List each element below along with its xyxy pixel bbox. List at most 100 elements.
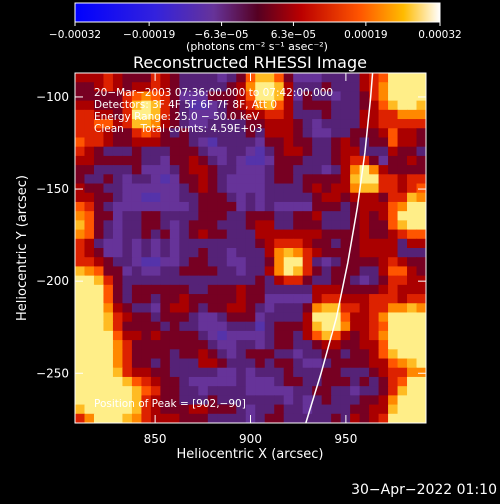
heatmap-cell — [169, 165, 180, 175]
heatmap-cell — [103, 413, 114, 423]
heatmap-cell — [93, 238, 105, 249]
heatmap-cell — [274, 395, 285, 406]
heatmap-cell — [122, 155, 133, 166]
heatmap-cell — [103, 367, 114, 378]
heatmap-cell — [75, 266, 86, 277]
heatmap-cell — [75, 201, 86, 212]
heatmap-cell — [188, 192, 199, 203]
heatmap-cell — [84, 109, 95, 120]
heatmap-cell — [359, 128, 370, 139]
heatmap-cell — [188, 146, 199, 157]
heatmap-cell — [359, 220, 370, 231]
heatmap-cell — [293, 404, 304, 415]
heatmap-cell — [226, 275, 237, 286]
heatmap-cell — [131, 137, 143, 148]
heatmap-cell — [93, 201, 105, 212]
heatmap-cell — [274, 165, 285, 175]
heatmap-cell — [359, 294, 370, 304]
heatmap-cell — [179, 257, 190, 268]
heatmap-cell — [245, 155, 256, 166]
heatmap-cell — [188, 349, 199, 360]
heatmap-cell — [350, 201, 361, 212]
heatmap-cell — [207, 137, 218, 148]
heatmap-cell — [312, 266, 323, 277]
heatmap-cell — [179, 413, 190, 423]
heatmap-cell — [141, 376, 152, 387]
heatmap-cell — [407, 404, 418, 415]
heatmap-cell — [169, 73, 180, 83]
heatmap-cell — [340, 275, 351, 286]
heatmap-cell — [245, 340, 256, 350]
heatmap-cell — [312, 100, 323, 111]
heatmap-cell — [302, 248, 313, 258]
heatmap-cell — [226, 294, 237, 304]
heatmap-cell — [236, 174, 247, 185]
heatmap-cell — [188, 73, 199, 83]
heatmap-cell — [378, 220, 389, 231]
heatmap-cell — [236, 211, 247, 221]
heatmap-cell — [179, 201, 190, 212]
heatmap-cell — [122, 275, 133, 286]
heatmap-cell — [84, 330, 95, 341]
heatmap-cell — [312, 294, 323, 304]
heatmap-cell — [255, 201, 266, 212]
heatmap-cell — [264, 340, 275, 350]
heatmap-cell — [179, 376, 190, 387]
heatmap-cell — [141, 257, 152, 268]
heatmap-cell — [369, 109, 380, 120]
heatmap-cell — [75, 248, 86, 258]
heatmap-cell — [359, 275, 370, 286]
heatmap-cell — [312, 275, 323, 286]
heatmap-cell — [388, 312, 399, 323]
heatmap-cell — [264, 91, 275, 102]
heatmap-cell — [103, 220, 114, 231]
heatmap-cell — [122, 119, 133, 129]
heatmap-cell — [416, 146, 426, 157]
heatmap-cell — [131, 376, 143, 387]
heatmap-cell — [198, 321, 209, 332]
heatmap-cell — [312, 321, 323, 332]
heatmap-cell — [217, 395, 228, 406]
heatmap-cell — [84, 321, 95, 332]
heatmap-cell — [141, 303, 152, 314]
heatmap-cell — [245, 257, 256, 268]
heatmap-cell — [397, 349, 408, 360]
heatmap-cell — [255, 284, 266, 295]
heatmap-cell — [302, 257, 313, 268]
heatmap-cell — [378, 330, 389, 341]
heatmap-cell — [141, 211, 152, 221]
heatmap-cell — [378, 358, 389, 369]
heatmap-cell — [198, 358, 209, 369]
heatmap-cell — [264, 155, 275, 166]
heatmap-cell — [359, 330, 370, 341]
heatmap-cell — [93, 349, 105, 360]
heatmap-cell — [359, 119, 370, 129]
heatmap-cell — [122, 174, 133, 185]
heatmap-cell — [245, 109, 256, 120]
heatmap-cell — [388, 284, 399, 295]
heatmap-cell — [302, 358, 313, 369]
heatmap-cell — [302, 321, 313, 332]
heatmap-cell — [407, 266, 418, 277]
heatmap-cell — [312, 284, 323, 295]
heatmap-cell — [217, 294, 228, 304]
heatmap-cell — [274, 257, 285, 268]
heatmap-cell — [93, 100, 105, 111]
heatmap-cell — [378, 109, 389, 120]
heatmap-cell — [321, 275, 332, 286]
heatmap-cell — [245, 395, 256, 406]
heatmap-cell — [321, 238, 332, 249]
heatmap-cell — [217, 367, 228, 378]
heatmap-cell — [103, 257, 114, 268]
heatmap-cell — [131, 349, 143, 360]
heatmap-cell — [198, 211, 209, 221]
heatmap-cell — [350, 349, 361, 360]
heatmap-cell — [93, 119, 105, 129]
heatmap-cell — [378, 303, 389, 314]
heatmap-cell — [150, 220, 161, 231]
heatmap-cell — [321, 284, 332, 295]
heatmap-cell — [331, 284, 342, 295]
heatmap-cell — [388, 137, 399, 148]
heatmap-cell — [283, 229, 294, 240]
heatmap-cell — [407, 229, 418, 240]
